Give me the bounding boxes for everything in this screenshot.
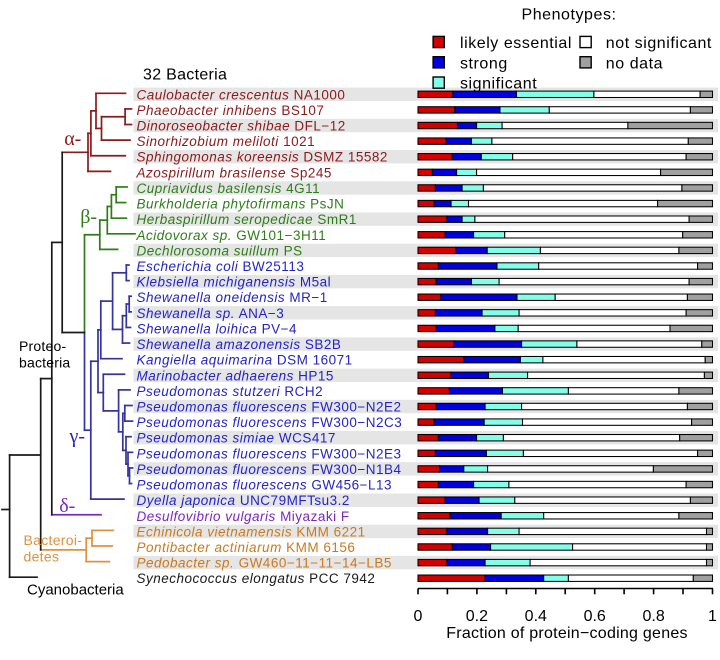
svg-text:Sinorhizobium meliloti 1021: Sinorhizobium meliloti 1021	[137, 134, 316, 149]
svg-text:Pseudomonas fluorescens FW300−: Pseudomonas fluorescens FW300−N2E3	[137, 446, 402, 461]
svg-text:Cyanobacteria: Cyanobacteria	[27, 582, 124, 599]
svg-text:Pseudomonas fluorescens FW300−: Pseudomonas fluorescens FW300−N2C3	[137, 415, 403, 430]
svg-text:Shewanella oneidensis MR−1: Shewanella oneidensis MR−1	[137, 290, 328, 305]
svg-text:Dinoroseobacter shibae DFL−12: Dinoroseobacter shibae DFL−12	[137, 119, 346, 134]
svg-text:Dechlorosoma suillum PS: Dechlorosoma suillum PS	[137, 243, 303, 258]
svg-text:Shewanella amazonensis SB2B: Shewanella amazonensis SB2B	[137, 337, 342, 352]
svg-text:Echinicola vietnamensis KMM 62: Echinicola vietnamensis KMM 6221	[137, 524, 366, 539]
svg-text:Sphingomonas koreensis DSMZ 15: Sphingomonas koreensis DSMZ 15582	[137, 150, 388, 165]
svg-text:no data: no data	[606, 55, 663, 72]
svg-text:Azospirillum brasilense Sp245: Azospirillum brasilense Sp245	[136, 165, 332, 180]
svg-text:Phaeobacter inhibens BS107: Phaeobacter inhibens BS107	[137, 103, 325, 118]
svg-text:Bacteroi-: Bacteroi-	[24, 532, 83, 548]
svg-text:1: 1	[708, 608, 717, 625]
svg-text:Pontibacter actiniarum KMM 615: Pontibacter actiniarum KMM 6156	[137, 540, 356, 555]
svg-text:0: 0	[414, 608, 423, 625]
svg-text:Herbaspirillum seropedicae SmR: Herbaspirillum seropedicae SmR1	[137, 212, 357, 227]
svg-text:Kangiella aquimarina DSM 16071: Kangiella aquimarina DSM 16071	[137, 353, 353, 368]
svg-text:Acidovorax sp. GW101−3H11: Acidovorax sp. GW101−3H11	[136, 228, 327, 243]
svg-text:Cupriavidus basilensis 4G11: Cupriavidus basilensis 4G11	[137, 181, 321, 196]
svg-text:Pedobacter sp. GW460−11−11−14−: Pedobacter sp. GW460−11−11−14−LB5	[137, 556, 392, 571]
svg-text:Pseudomonas fluorescens FW300−: Pseudomonas fluorescens FW300−N1B4	[137, 462, 402, 477]
svg-text:Escherichia coli BW25113: Escherichia coli BW25113	[137, 259, 305, 274]
svg-text:δ-: δ-	[59, 495, 75, 517]
svg-text:detes: detes	[24, 548, 60, 564]
svg-text:Proteo-: Proteo-	[19, 338, 66, 354]
svg-text:Dyella japonica UNC79MFTsu3.2: Dyella japonica UNC79MFTsu3.2	[137, 493, 350, 508]
svg-text:Pseudomonas fluorescens GW456−: Pseudomonas fluorescens GW456−L13	[137, 478, 393, 493]
svg-text:β-: β-	[80, 206, 97, 228]
svg-text:Klebsiella michiganensis M5al: Klebsiella michiganensis M5al	[137, 275, 332, 290]
svg-text:Phenotypes:: Phenotypes:	[521, 7, 616, 24]
svg-text:Desulfovibrio vulgaris Miyazak: Desulfovibrio vulgaris Miyazaki F	[137, 509, 350, 524]
svg-text:likely essential: likely essential	[460, 35, 572, 52]
svg-text:Burkholderia phytofirmans PsJN: Burkholderia phytofirmans PsJN	[137, 197, 345, 212]
svg-text:Pseudomonas stutzeri RCH2: Pseudomonas stutzeri RCH2	[137, 384, 324, 399]
svg-text:not significant: not significant	[606, 35, 712, 52]
svg-text:α-: α-	[64, 128, 81, 150]
svg-text:strong: strong	[460, 55, 508, 72]
svg-text:0.4: 0.4	[525, 608, 547, 625]
svg-text:0.8: 0.8	[642, 608, 664, 625]
svg-text:Pseudomonas simiae WCS417: Pseudomonas simiae WCS417	[137, 431, 336, 446]
svg-text:Fraction of protein−coding gen: Fraction of protein−coding genes	[446, 625, 687, 642]
svg-text:γ-: γ-	[69, 426, 86, 448]
svg-text:Pseudomonas fluorescens FW300−: Pseudomonas fluorescens FW300−N2E2	[137, 400, 402, 415]
svg-text:significant: significant	[460, 76, 537, 93]
svg-text:Shewanella sp. ANA−3: Shewanella sp. ANA−3	[137, 306, 285, 321]
svg-text:32 Bacteria: 32 Bacteria	[143, 67, 227, 84]
svg-text:Shewanella loihica PV−4: Shewanella loihica PV−4	[137, 321, 297, 336]
svg-text:Marinobacter adhaerens HP15: Marinobacter adhaerens HP15	[137, 368, 334, 383]
svg-text:0.2: 0.2	[466, 608, 488, 625]
svg-text:Caulobacter crescentus NA1000: Caulobacter crescentus NA1000	[137, 87, 346, 102]
svg-text:0.6: 0.6	[584, 608, 606, 625]
svg-text:Synechococcus elongatus PCC 79: Synechococcus elongatus PCC 7942	[137, 571, 376, 586]
svg-text:bacteria: bacteria	[19, 354, 70, 370]
